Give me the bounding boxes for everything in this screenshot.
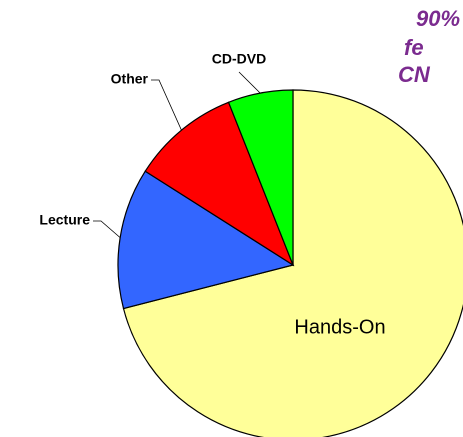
slice-label: Lecture (39, 212, 90, 228)
pie-slice (117, 170, 295, 310)
annotation: CN (398, 62, 431, 87)
leader-line (151, 79, 182, 131)
leader-line (238, 71, 261, 94)
annotation: 90% (416, 6, 460, 31)
annotation: fe (404, 35, 424, 60)
leader-line (93, 220, 121, 238)
slice-label: Hands-On (294, 316, 385, 338)
slice-label: Other (111, 71, 149, 87)
slice-label: CD-DVD (212, 51, 266, 67)
